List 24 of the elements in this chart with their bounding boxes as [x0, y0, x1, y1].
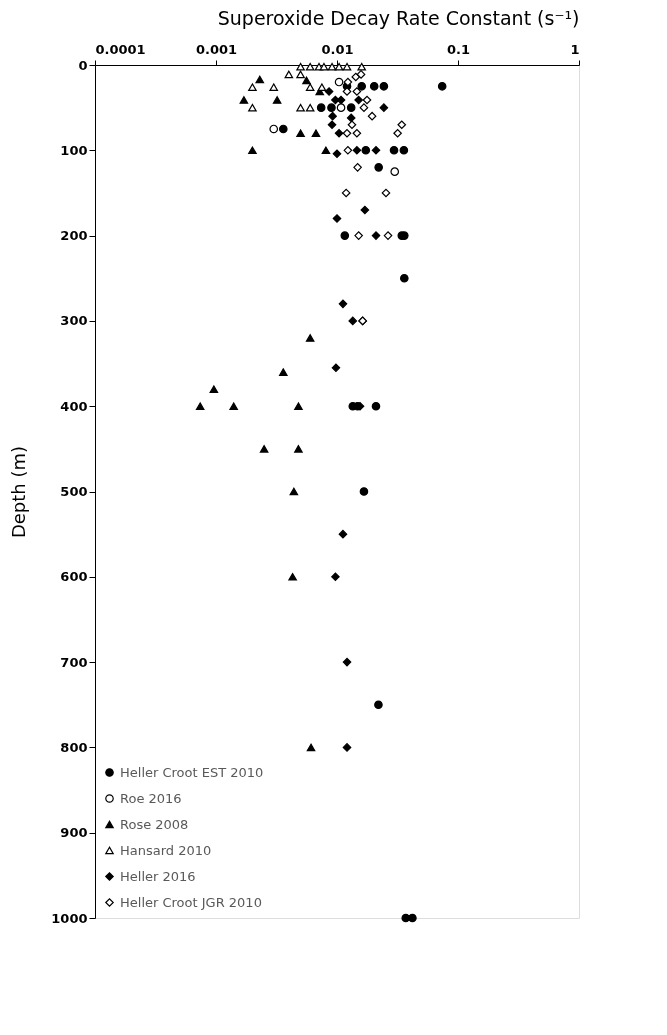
x-tick-label: 0.001 — [195, 41, 238, 57]
y-tick-label: 0 — [78, 57, 88, 73]
y-axis-title: Depth (m) — [8, 445, 30, 539]
legend-label: Heller 2016 — [120, 868, 196, 884]
chart-title: Superoxide Decay Rate Constant (s⁻¹) — [217, 7, 580, 29]
legend-label: Rose 2008 — [120, 816, 189, 832]
y-tick-label: 100 — [60, 142, 88, 158]
y-tick-label: 500 — [60, 484, 88, 499]
y-tick-label: 300 — [60, 313, 88, 329]
x-tick-label: 0.01 — [321, 41, 354, 57]
y-tick-label: 1000 — [51, 910, 88, 926]
x-tick-label: 1 — [570, 41, 580, 57]
legend-label: Roe 2016 — [120, 790, 182, 806]
x-tick-label: 0.1 — [446, 41, 471, 57]
y-tick-label: 400 — [60, 398, 88, 414]
y-tick-label: 600 — [60, 569, 88, 585]
x-tick-label: 0.0001 — [95, 41, 146, 57]
y-tick-label: 200 — [60, 228, 88, 244]
legend-label: Heller Croot EST 2010 — [120, 764, 264, 780]
legend-label: Heller Croot JGR 2010 — [120, 894, 262, 910]
y-tick-label: 700 — [60, 654, 88, 670]
legend-label: Hansard 2010 — [120, 842, 212, 858]
y-tick-label: 900 — [60, 825, 88, 841]
y-tick-label: 800 — [60, 739, 88, 755]
